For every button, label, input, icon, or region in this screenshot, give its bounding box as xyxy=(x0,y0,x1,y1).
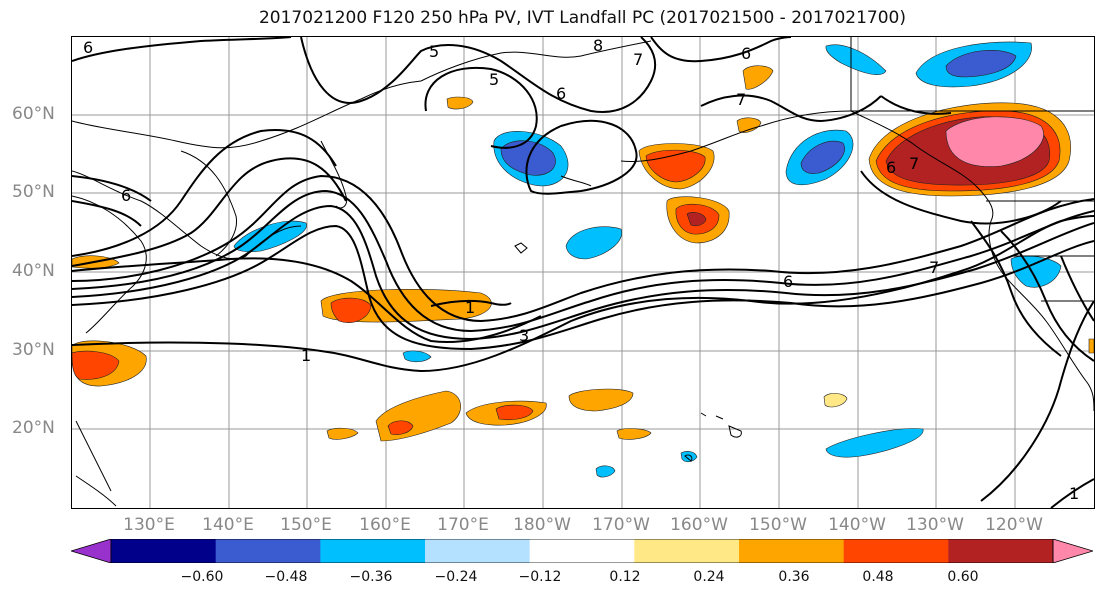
lon-label-150e: 150°E xyxy=(280,515,332,535)
lon-label-140e: 140°E xyxy=(202,515,254,535)
contour-label: 6 xyxy=(783,272,793,291)
colorbar-segments xyxy=(71,539,1093,563)
colorbar-segment xyxy=(739,539,845,563)
colorbar-tick: 0.36 xyxy=(778,569,810,585)
lon-label-150w: 150°W xyxy=(749,515,807,535)
colorbar-segment xyxy=(529,539,635,563)
contour-label: 6 xyxy=(741,44,751,63)
colorbar-tick: 0.60 xyxy=(947,569,979,585)
lon-label-180w: 180°W xyxy=(513,515,571,535)
contour-label: 6 xyxy=(556,84,566,103)
colorbar-extend-min xyxy=(71,539,112,563)
lon-label-170w: 170°W xyxy=(592,515,650,535)
lon-label-160w: 160°W xyxy=(670,515,728,535)
colorbar-tick: 0.48 xyxy=(862,569,894,585)
colorbar-segment xyxy=(320,539,426,563)
contour-label: 8 xyxy=(593,37,603,55)
colorbar-segment xyxy=(843,539,949,563)
shaded-anomalies xyxy=(72,41,1094,478)
contour-label: 3 xyxy=(519,326,529,345)
chart-title: 2017021200 F120 250 hPa PV, IVT Landfall… xyxy=(258,8,906,28)
lon-label-170e: 170°E xyxy=(437,515,489,535)
colorbar-tick: −0.24 xyxy=(434,569,478,585)
contour-label: 7 xyxy=(929,258,939,277)
colorbar-tick: 0.12 xyxy=(609,569,641,585)
contour-label: 6 xyxy=(83,38,93,57)
lat-label-60n: 60°N xyxy=(12,104,55,124)
colorbar-segment xyxy=(425,539,531,563)
colorbar-frame xyxy=(110,539,1054,563)
colorbar-segment xyxy=(634,539,740,563)
lon-label-130e: 130°E xyxy=(123,515,175,535)
contour-label: 1 xyxy=(465,298,475,317)
colorbar-segment xyxy=(948,539,1054,563)
colorbar-tick: −0.12 xyxy=(518,569,562,585)
lat-label-50n: 50°N xyxy=(12,182,55,202)
colorbar-tick: −0.60 xyxy=(180,569,224,585)
pv-contours xyxy=(72,37,1094,508)
contour-label: 7 xyxy=(909,154,919,173)
colorbar-tick: −0.36 xyxy=(349,569,393,585)
colorbar xyxy=(71,539,1093,563)
lat-label-20n: 20°N xyxy=(12,418,55,438)
lat-label-40n: 40°N xyxy=(12,261,55,281)
colorbar-segment xyxy=(111,539,217,563)
contour-label: 7 xyxy=(633,50,643,69)
lon-label-130w: 130°W xyxy=(906,515,964,535)
colorbar-extend-max xyxy=(1052,539,1093,563)
colorbar-segment xyxy=(215,539,321,563)
contour-label: 6 xyxy=(886,158,896,177)
contour-label: 7 xyxy=(736,90,746,109)
contour-label: 6 xyxy=(121,186,131,205)
contour-label: 1 xyxy=(1069,484,1079,503)
gridlines xyxy=(72,37,1094,508)
lon-label-140w: 140°W xyxy=(828,515,886,535)
colorbar-tick: −0.48 xyxy=(264,569,308,585)
lon-label-160e: 160°E xyxy=(359,515,411,535)
contour-label: 1 xyxy=(301,346,311,365)
contour-label: 5 xyxy=(429,42,439,61)
contour-labels: 6 5 8 7 6 5 6 7 6 7 6 7 1 3 1 1 6 xyxy=(83,37,1079,503)
lat-label-30n: 30°N xyxy=(12,340,55,360)
map-canvas: 6 5 8 7 6 5 6 7 6 7 6 7 1 3 1 1 6 xyxy=(72,37,1094,508)
lon-label-120w: 120°W xyxy=(985,515,1043,535)
map-panel: 6 5 8 7 6 5 6 7 6 7 6 7 1 3 1 1 6 xyxy=(71,36,1095,509)
colorbar-tick: 0.24 xyxy=(693,569,725,585)
contour-label: 5 xyxy=(489,70,499,89)
